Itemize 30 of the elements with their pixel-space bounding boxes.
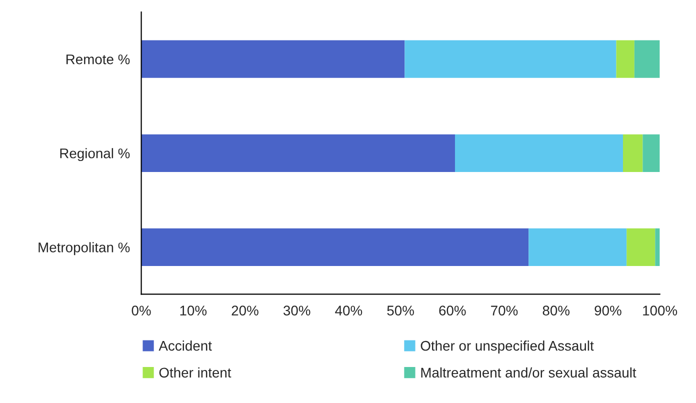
bar <box>141 40 405 78</box>
legend-label: Accident <box>158 340 212 351</box>
legend-label: Maltreatment and/or sexual assault <box>421 367 636 378</box>
x-tick-label: 30% <box>283 306 310 316</box>
legend-label: Other intent <box>159 367 232 378</box>
x-tick-label: 100% <box>643 306 678 316</box>
bar <box>634 40 660 78</box>
y-tick-label: Remote % <box>66 54 130 64</box>
bar <box>616 40 634 78</box>
y-tick-label: Metropolitan % <box>38 242 130 256</box>
bar <box>655 228 660 266</box>
bar <box>622 134 643 172</box>
x-tick-label: 40% <box>335 306 362 316</box>
bar <box>454 134 623 172</box>
bar <box>528 228 627 266</box>
x-tick-label: 0% <box>132 306 151 316</box>
bar <box>404 40 616 78</box>
legend-label: Other or unspecified Assault <box>420 340 594 354</box>
x-tick-label: 90% <box>594 306 622 316</box>
x-tick-label: 80% <box>542 306 570 316</box>
x-tick-label: 60% <box>439 306 466 316</box>
y-tick-label: Regional % <box>60 148 130 162</box>
bar <box>626 228 656 266</box>
bar <box>642 134 660 172</box>
x-tick-label: 50% <box>387 306 414 316</box>
bar <box>141 134 455 172</box>
x-tick-label: 10% <box>180 306 207 316</box>
x-tick-label: 70% <box>491 306 518 316</box>
x-tick-label: 20% <box>232 306 258 316</box>
bar <box>141 228 529 266</box>
